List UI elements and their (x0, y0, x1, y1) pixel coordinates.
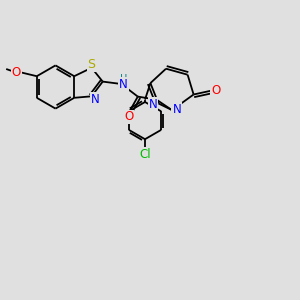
Text: Cl: Cl (139, 148, 151, 161)
Text: S: S (88, 58, 96, 71)
Text: N: N (149, 98, 158, 111)
Text: O: O (211, 84, 220, 97)
Text: N: N (172, 103, 181, 116)
Text: H: H (120, 74, 127, 84)
Text: O: O (124, 110, 134, 124)
Text: O: O (12, 65, 21, 79)
Text: N: N (119, 78, 128, 91)
Text: N: N (91, 93, 100, 106)
